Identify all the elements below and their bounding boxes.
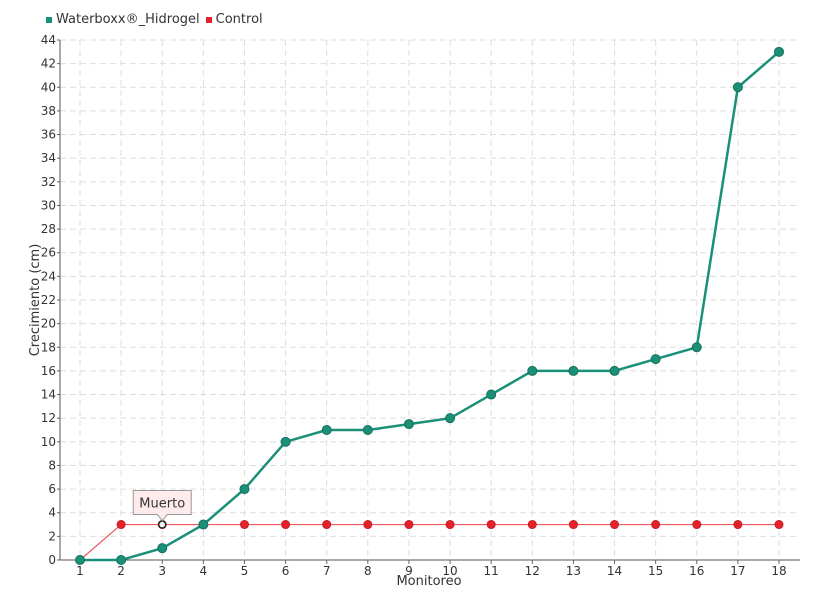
data-point-waterboxx[interactable] (157, 543, 168, 554)
y-tick-label: 24 (41, 269, 56, 283)
y-tick-label: 6 (48, 482, 56, 496)
data-point-waterboxx[interactable] (527, 365, 538, 376)
data-point-waterboxx[interactable] (691, 342, 702, 353)
data-point-control[interactable] (692, 520, 702, 530)
data-point-control[interactable] (651, 520, 661, 530)
data-point-waterboxx[interactable] (75, 555, 85, 565)
axes: 0246810121416182022242628303234363840424… (41, 33, 800, 578)
data-point-control[interactable] (281, 520, 291, 530)
y-tick-label: 40 (41, 80, 56, 94)
x-tick-label: 5 (241, 564, 249, 578)
data-point-waterboxx[interactable] (774, 46, 784, 57)
x-tick-label: 13 (566, 564, 581, 578)
y-tick-label: 44 (41, 33, 56, 47)
data-point-waterboxx[interactable] (280, 436, 291, 447)
y-tick-label: 16 (41, 364, 56, 378)
data-point-waterboxx[interactable] (445, 413, 456, 424)
annotation: Muerto (132, 490, 192, 529)
y-tick-label: 42 (41, 57, 56, 71)
data-point-control[interactable] (116, 520, 126, 530)
x-tick-label: 12 (525, 564, 540, 578)
series (75, 46, 784, 565)
y-tick-label: 2 (48, 529, 56, 543)
y-tick-label: 32 (41, 175, 56, 189)
data-point-waterboxx[interactable] (568, 365, 579, 376)
data-point-waterboxx[interactable] (321, 425, 332, 435)
x-tick-label: 1 (76, 564, 84, 578)
data-point-waterboxx[interactable] (116, 555, 127, 565)
data-point-control[interactable] (527, 520, 537, 530)
annotation-marker[interactable] (157, 520, 167, 529)
x-tick-label: 8 (364, 564, 372, 578)
legend-label-waterboxx: Waterboxx®_Hidrogel (56, 12, 200, 27)
y-tick-label: 26 (41, 246, 56, 260)
legend: Waterboxx®_Hidrogel Control (46, 12, 263, 27)
y-axis-title: Crecimiento (cm) (28, 244, 43, 357)
data-point-control[interactable] (445, 520, 455, 530)
y-tick-label: 4 (48, 506, 56, 520)
y-tick-label: 38 (41, 104, 56, 118)
y-tick-label: 20 (41, 317, 56, 331)
grid (60, 39, 800, 560)
annotation-tooltip (132, 490, 192, 522)
data-point-control[interactable] (239, 520, 249, 530)
data-point-control[interactable] (486, 520, 496, 530)
x-tick-label: 11 (484, 564, 499, 578)
y-tick-label: 30 (41, 198, 56, 212)
data-point-control[interactable] (774, 520, 784, 530)
legend-swatch-control (205, 16, 212, 23)
data-point-waterboxx[interactable] (403, 419, 414, 430)
legend-item-waterboxx[interactable]: Waterboxx®_Hidrogel (46, 12, 200, 27)
y-tick-label: 8 (48, 458, 56, 472)
legend-label-control: Control (215, 12, 263, 27)
data-point-waterboxx[interactable] (609, 365, 620, 376)
x-tick-label: 17 (730, 564, 745, 578)
x-tick-label: 7 (323, 564, 331, 578)
x-tick-label: 6 (282, 564, 290, 578)
y-tick-label: 36 (41, 128, 56, 142)
data-point-waterboxx[interactable] (486, 389, 497, 400)
data-point-control[interactable] (363, 520, 373, 530)
y-tick-label: 0 (48, 553, 56, 567)
data-point-control[interactable] (322, 520, 332, 530)
data-point-control[interactable] (610, 520, 620, 530)
data-point-control[interactable] (733, 520, 743, 530)
x-tick-label: 9 (405, 564, 413, 578)
data-point-waterboxx[interactable] (198, 519, 209, 530)
series-line-control (79, 523, 779, 561)
series-line-waterboxx (80, 50, 780, 562)
x-axis-title: Monitoreo (396, 574, 461, 589)
annotation-text: Muerto (139, 497, 185, 512)
data-point-waterboxx[interactable] (650, 354, 661, 365)
y-tick-label: 28 (41, 222, 56, 236)
x-tick-label: 3 (158, 564, 166, 578)
y-tick-label: 14 (41, 388, 56, 402)
x-tick-label: 2 (117, 564, 125, 578)
data-point-control[interactable] (404, 520, 414, 530)
y-tick-label: 12 (41, 411, 56, 425)
data-point-waterboxx[interactable] (732, 82, 743, 93)
y-tick-label: 34 (41, 151, 56, 165)
data-point-waterboxx[interactable] (239, 484, 250, 495)
x-tick-label: 16 (689, 564, 704, 578)
x-tick-label: 10 (442, 564, 457, 578)
legend-swatch-waterboxx (46, 16, 52, 23)
y-tick-label: 10 (41, 435, 56, 449)
x-tick-label: 18 (771, 564, 786, 578)
x-tick-label: 14 (607, 564, 622, 578)
x-tick-label: 15 (648, 564, 663, 578)
legend-item-control[interactable]: Control (205, 12, 263, 27)
y-tick-label: 22 (41, 293, 56, 307)
data-point-control[interactable] (568, 520, 578, 530)
x-tick-label: 4 (200, 564, 208, 578)
data-point-waterboxx[interactable] (362, 425, 373, 435)
y-tick-label: 18 (41, 340, 56, 354)
